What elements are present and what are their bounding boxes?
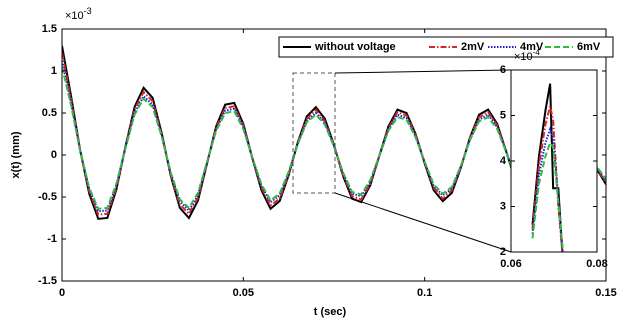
plot-lines: [531, 83, 565, 252]
x-tick-label: 0.05: [233, 287, 254, 299]
series-line: [531, 140, 565, 252]
legend-label: without voltage: [314, 41, 396, 53]
x-tick-label: 0: [59, 287, 65, 299]
y-tick-label: 0.5: [42, 107, 57, 119]
legend-label: 2mV: [461, 41, 485, 53]
y-tick-label: 4: [500, 155, 507, 167]
y-tick-label: 3: [500, 200, 506, 212]
y-tick-label: -1: [47, 233, 57, 245]
y-tick-label: 2: [500, 246, 506, 258]
x-tick-label: 0.08: [586, 258, 607, 270]
y-tick-label: 6: [500, 64, 506, 76]
x-axis-label: t (sec): [314, 306, 347, 318]
y-tick-label: 1.5: [42, 23, 57, 35]
x-tick-label: 0.1: [417, 287, 432, 299]
series-line: [531, 106, 564, 252]
x-tick-label: 0.15: [595, 287, 616, 299]
series-line: [62, 66, 606, 210]
y-tick-label: -0.5: [38, 191, 57, 203]
exponent-power: -3: [84, 6, 92, 16]
inset-background: [511, 70, 597, 252]
exponent-base: ×10: [514, 51, 533, 63]
y-tick-label: -1.5: [38, 275, 57, 287]
axis-exponent: ×10-3: [65, 6, 92, 22]
axis-exponent: ×10-4: [514, 48, 540, 63]
zoom-connector: [334, 192, 512, 253]
y-tick-label: 5: [500, 109, 506, 121]
exponent-power: -4: [533, 48, 541, 57]
y-tick-label: 1: [51, 65, 57, 77]
legend-label: 4mV: [520, 41, 544, 53]
zoom-connector: [334, 69, 512, 74]
y-axis-label: x(t) (mm): [10, 131, 22, 178]
zoom-box: [292, 72, 336, 194]
x-tick-label: 0.06: [500, 258, 521, 270]
legend-label: 6mV: [577, 41, 601, 53]
exponent-base: ×10: [65, 10, 84, 22]
y-tick-label: 0: [51, 149, 57, 161]
